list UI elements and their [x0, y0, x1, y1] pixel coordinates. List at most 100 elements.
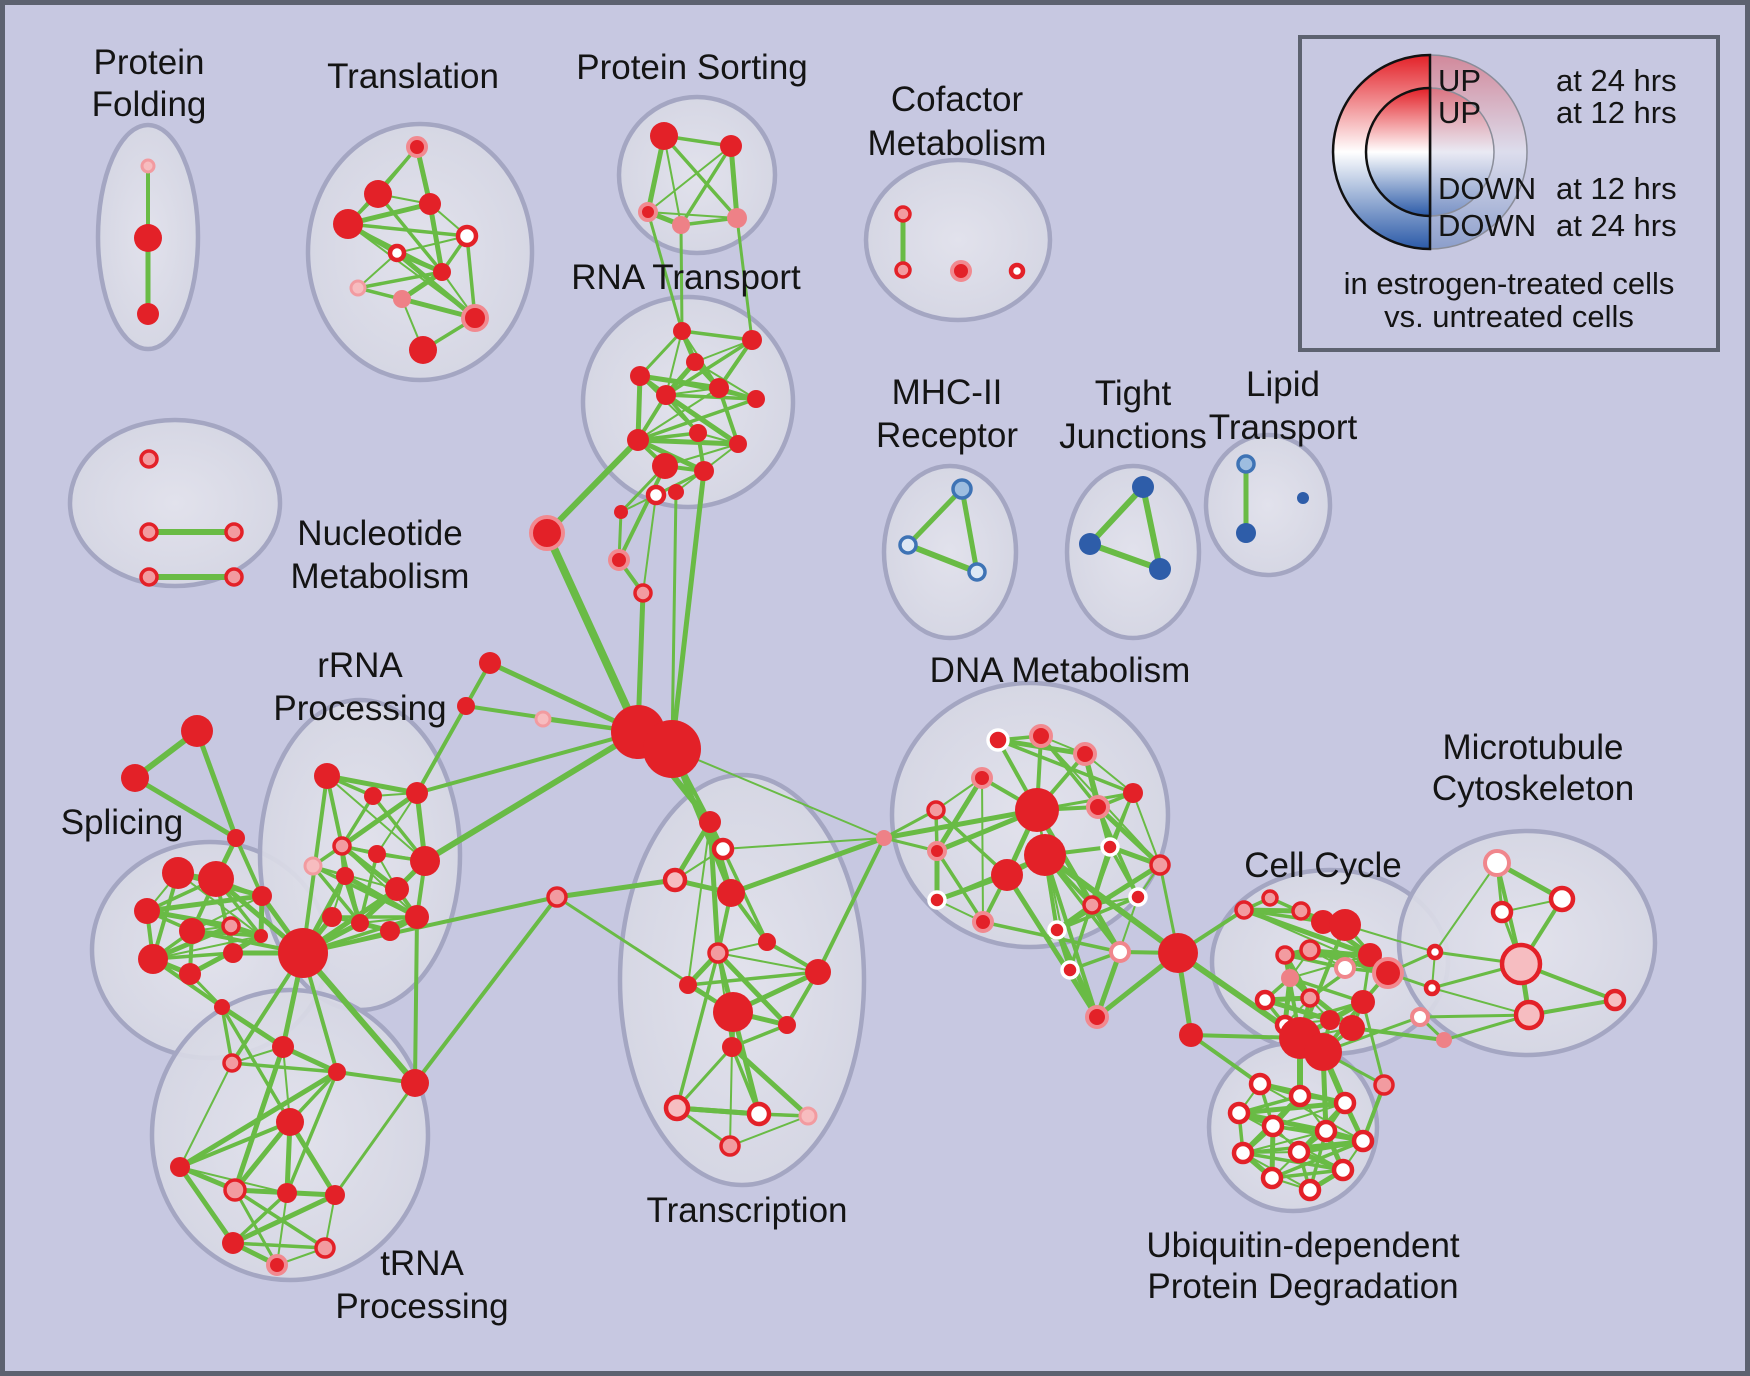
node-tn5[interactable] [325, 1185, 345, 1205]
node-c12[interactable] [1300, 988, 1320, 1008]
node-rt3[interactable] [686, 353, 704, 371]
node-rt12[interactable] [694, 461, 714, 481]
node-sp2[interactable] [198, 861, 234, 897]
node-t6[interactable] [387, 243, 407, 263]
node-sp1[interactable] [162, 857, 194, 889]
node-rt8[interactable] [689, 424, 707, 442]
node-t2[interactable] [364, 180, 392, 208]
node-rr5[interactable] [303, 856, 323, 876]
node-c17[interactable] [1304, 1033, 1342, 1071]
node-u1[interactable] [1248, 1072, 1272, 1096]
node-tn12[interactable] [214, 999, 230, 1015]
node-d20[interactable] [1128, 887, 1148, 907]
node-u4[interactable] [1227, 1101, 1251, 1125]
node-cf4[interactable] [1008, 262, 1026, 280]
node-rt4[interactable] [630, 366, 650, 386]
node-d8[interactable] [1015, 788, 1059, 832]
node-d4[interactable] [971, 767, 993, 789]
node-rt7[interactable] [747, 390, 765, 408]
node-t7[interactable] [433, 263, 451, 281]
node-tn9[interactable] [222, 1053, 242, 1073]
node-rr3[interactable] [406, 782, 428, 804]
node-pf2[interactable] [134, 224, 162, 252]
node-u5[interactable] [1261, 1114, 1285, 1138]
node-rt1[interactable] [673, 322, 691, 340]
node-m5[interactable] [1499, 942, 1543, 986]
node-d15[interactable] [972, 911, 994, 933]
node-c18[interactable] [1351, 990, 1375, 1014]
node-t1[interactable] [406, 136, 428, 158]
node-rt6[interactable] [656, 385, 676, 405]
node-cn3[interactable] [645, 484, 667, 506]
node-tn10[interactable] [272, 1036, 294, 1058]
node-m6[interactable] [1423, 979, 1441, 997]
node-d7[interactable] [927, 841, 947, 861]
node-cn6[interactable] [633, 583, 653, 603]
node-d17[interactable] [1082, 895, 1102, 915]
node-ps2[interactable] [720, 135, 742, 157]
node-m3[interactable] [1490, 900, 1514, 924]
node-x7[interactable] [707, 942, 729, 964]
node-lp3[interactable] [1297, 492, 1309, 504]
node-sp6[interactable] [252, 886, 272, 906]
node-rr2[interactable] [364, 787, 382, 805]
node-sp7[interactable] [138, 944, 168, 974]
node-fp2[interactable] [121, 764, 149, 792]
node-d14[interactable] [927, 890, 947, 910]
node-c22[interactable] [1373, 1074, 1395, 1096]
node-cn5[interactable] [608, 549, 630, 571]
node-lp2[interactable] [1236, 523, 1256, 543]
node-u8[interactable] [1231, 1141, 1255, 1165]
node-x15[interactable] [798, 1106, 818, 1126]
node-c7[interactable] [1275, 945, 1295, 965]
node-c1[interactable] [1234, 900, 1254, 920]
node-c6[interactable] [1299, 939, 1321, 961]
node-fp3[interactable] [227, 829, 245, 847]
node-d16[interactable] [1047, 920, 1067, 940]
node-rt5[interactable] [709, 378, 729, 398]
node-c15[interactable] [1320, 1010, 1340, 1030]
node-c21[interactable] [1179, 1023, 1203, 1047]
node-pf3[interactable] [137, 303, 159, 325]
node-pf1[interactable] [140, 158, 156, 174]
node-mh2[interactable] [898, 535, 918, 555]
node-cf3[interactable] [950, 260, 972, 282]
node-x8[interactable] [679, 976, 697, 994]
node-rr10[interactable] [322, 907, 342, 927]
node-d11[interactable] [1100, 837, 1120, 857]
node-m10[interactable] [1436, 1032, 1452, 1048]
node-fb2[interactable] [534, 710, 552, 728]
node-fb3[interactable] [457, 697, 475, 715]
node-x9[interactable] [805, 959, 831, 985]
node-rt2[interactable] [742, 330, 762, 350]
node-u12[interactable] [1298, 1178, 1322, 1202]
node-t11[interactable] [409, 336, 437, 364]
node-d1[interactable] [986, 728, 1010, 752]
node-sp9[interactable] [223, 943, 243, 963]
node-sp3[interactable] [134, 898, 160, 924]
node-x13[interactable] [663, 1094, 691, 1122]
node-x10[interactable] [713, 992, 753, 1032]
node-tn7[interactable] [314, 1237, 336, 1259]
node-lp1[interactable] [1236, 454, 1256, 474]
node-rr1[interactable] [314, 763, 340, 789]
node-tn6[interactable] [222, 1232, 244, 1254]
node-cn4[interactable] [668, 484, 684, 500]
node-tn8[interactable] [266, 1254, 288, 1276]
node-nm5[interactable] [224, 567, 244, 587]
node-d5[interactable] [926, 800, 946, 820]
node-sp8[interactable] [179, 963, 201, 985]
node-x5[interactable] [546, 886, 568, 908]
node-c5[interactable] [1329, 909, 1361, 941]
node-ps5[interactable] [727, 208, 747, 228]
node-sp10[interactable] [254, 929, 268, 943]
node-rr13[interactable] [405, 905, 429, 929]
node-fp1[interactable] [181, 715, 213, 747]
node-u11[interactable] [1260, 1166, 1284, 1190]
node-tj3[interactable] [1149, 558, 1171, 580]
node-cf1[interactable] [894, 205, 912, 223]
node-d10[interactable] [991, 859, 1023, 891]
node-bh[interactable] [1158, 933, 1198, 973]
node-cn2[interactable] [614, 505, 628, 519]
node-d23[interactable] [1085, 1005, 1109, 1029]
